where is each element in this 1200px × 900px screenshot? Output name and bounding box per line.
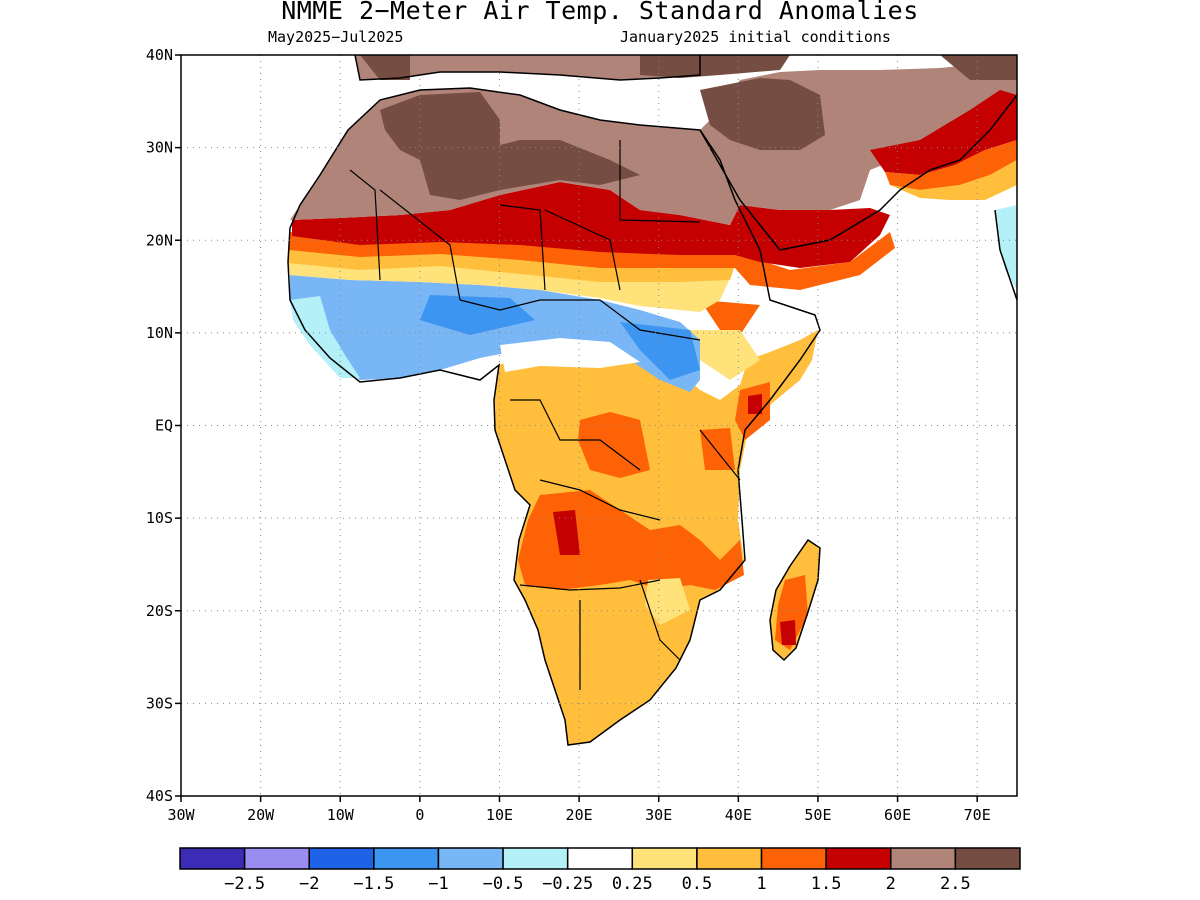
colorbar-label: 2 (886, 874, 896, 894)
lat-tick-label: EQ (155, 417, 173, 435)
initial-conditions: January2025 initial conditions (620, 28, 891, 46)
colorbar-swatch (373, 847, 440, 870)
neutral-band (500, 338, 640, 372)
sahel-red-band (292, 182, 890, 268)
colorbar-swatch (308, 847, 375, 870)
lon-tick-label: 10W (327, 806, 355, 824)
colorbar-swatch (179, 847, 246, 870)
colorbar: −2.5 −2 −1.5 −1 −0.5 −0.25 0.25 0.5 1 1.5 2 2.5 (179, 847, 1021, 894)
colorbar-label: −1.5 (353, 874, 394, 894)
colorbar-label: 1.5 (811, 874, 842, 894)
colorbar-swatch (243, 847, 310, 870)
colorbar-swatch (825, 847, 892, 870)
india-cool (995, 205, 1017, 290)
colorbar-label: 1 (756, 874, 766, 894)
lon-tick-label: 20W (247, 806, 275, 824)
map-title: NMME 2−Meter Air Temp. Standard Anomalie… (281, 0, 919, 25)
country-borders (349, 140, 741, 690)
west-africa-cool-anomaly (290, 275, 700, 392)
south-asia-yellow (890, 160, 1017, 200)
colorbar-label: −1 (428, 874, 448, 894)
mediterranean-coast-brown (355, 55, 700, 80)
colorbar-swatch (760, 847, 827, 870)
colorbar-swatch (631, 847, 698, 870)
mild-anomaly-patches (645, 330, 760, 625)
forecast-period: May2025−Jul2025 (268, 28, 404, 46)
colorbar-swatch (696, 847, 763, 870)
colorbar-swatch (890, 847, 957, 870)
anomaly-field (288, 55, 1017, 745)
colorbar-label: 2.5 (940, 874, 971, 894)
colorbar-swatch (502, 847, 569, 870)
lat-tick-label: 20N (146, 231, 173, 249)
lat-tick-label: 40N (146, 46, 173, 64)
graticule (181, 55, 1017, 796)
lat-tick-label: 30S (146, 694, 173, 712)
extreme-anomaly-patches (360, 55, 1017, 200)
lon-tick-label: 30E (645, 806, 672, 824)
lat-tick-label: 30N (146, 139, 173, 157)
colorbar-swatch (566, 847, 634, 870)
lon-tick-label: 20E (566, 806, 593, 824)
lat-tick-label: 20S (146, 602, 173, 620)
latitude-axis: 40N 30N 20N 10N EQ 10S 20S 30S 40S (146, 46, 181, 805)
lon-tick-label: 10E (486, 806, 513, 824)
lat-tick-label: 10S (146, 509, 173, 527)
lat-tick-label: 10N (146, 324, 173, 342)
colorbar-label: −0.5 (483, 874, 524, 894)
lon-tick-label: 50E (804, 806, 831, 824)
lon-tick-label: 40E (725, 806, 752, 824)
weak-cool-patches (290, 296, 360, 378)
sahel-deep-orange-band (289, 232, 895, 290)
coastlines (287, 55, 1017, 746)
colorbar-swatch (437, 847, 504, 870)
sahel-orange-band (288, 248, 735, 282)
colorbar-label: −2 (299, 874, 319, 894)
south-asia-red (870, 90, 1017, 175)
colorbar-swatch (954, 847, 1021, 870)
colorbar-label: −0.25 (542, 874, 593, 894)
lon-tick-label: 70E (964, 806, 991, 824)
colorbar-label: 0.25 (612, 874, 653, 894)
longitude-axis: 30W 20W 10W 0 10E 20E 30E 40E 50E 60E 70E (167, 796, 991, 824)
sahel-yellow-band (288, 262, 730, 312)
lon-tick-label: 30W (167, 806, 195, 824)
lon-tick-label: 0 (415, 806, 424, 824)
lon-tick-label: 60E (884, 806, 911, 824)
lat-tick-label: 40S (146, 787, 173, 805)
hot-anomaly-patches (553, 394, 796, 645)
colorbar-label: −2.5 (224, 874, 265, 894)
colorbar-label: 0.5 (682, 874, 713, 894)
